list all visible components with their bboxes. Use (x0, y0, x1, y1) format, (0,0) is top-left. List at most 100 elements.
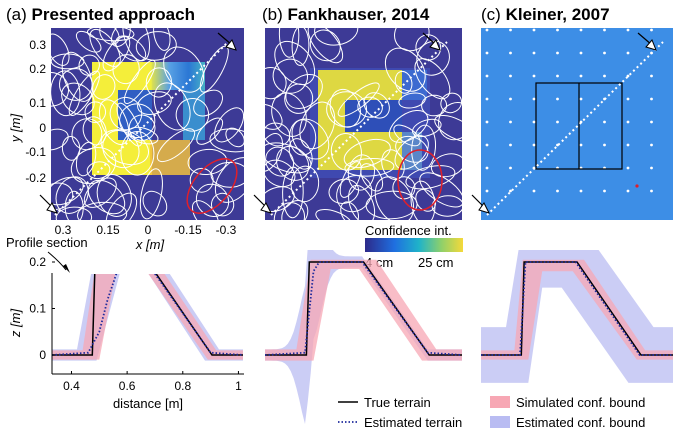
grid-dot (485, 166, 489, 170)
map-a-xtick: 0.3 (55, 223, 72, 237)
grid-dot (603, 120, 606, 124)
grid-dot (579, 189, 583, 193)
uncertainty-ellipse (343, 138, 391, 169)
uncertainty-ellipse (265, 146, 295, 177)
legend-estimated: Estimated terrain (364, 415, 462, 430)
colorbar-title: Confidence int. (365, 223, 452, 238)
grid-dot (509, 74, 512, 78)
uncertainty-ellipse (96, 174, 132, 217)
uncertainty-ellipse (86, 28, 135, 42)
uncertainty-ellipse (99, 28, 120, 45)
grid-dot (603, 51, 606, 55)
grid-dot (532, 97, 536, 101)
uncertainty-ellipse (195, 183, 230, 218)
uncertainty-ellipse (307, 28, 344, 64)
grid-dot (626, 97, 630, 101)
profile-ylabel: z [m] (8, 309, 23, 339)
uncertainty-ellipse (142, 190, 168, 217)
profile-ytick: 0.1 (29, 302, 46, 316)
estimated-terrain-line (481, 261, 673, 356)
arrow-end-b (429, 39, 441, 51)
uncertainty-ellipse (336, 175, 373, 213)
uncertainty-ellipse (193, 89, 224, 117)
uncertainty-ellipse (111, 28, 131, 47)
map-c (471, 28, 673, 220)
uncertainty-ellipse (411, 124, 437, 171)
grid-dot (626, 166, 630, 170)
profile-pointer (47, 251, 67, 271)
uncertainty-ellipse (75, 30, 102, 53)
estimated-conf-band (265, 250, 462, 424)
uncertainty-ellipse (191, 200, 220, 220)
uncertainty-ellipse (51, 128, 69, 151)
profile-line-c (486, 41, 664, 216)
red-point-c (635, 184, 639, 188)
grid-dot (603, 74, 606, 78)
grid-dot (626, 120, 630, 124)
grid-dot (532, 74, 536, 78)
map-a-ytick: -0.2 (25, 171, 46, 185)
map-a-xtick: 0 (145, 223, 152, 237)
legend-simulated-swatch (490, 396, 510, 408)
uncertainty-ellipse (225, 127, 244, 148)
uncertainty-ellipse (421, 94, 448, 117)
profile-line-a (54, 41, 229, 216)
uncertainty-ellipse (175, 98, 210, 132)
grid-dot (650, 28, 653, 32)
map-a-ytick: 0.3 (29, 38, 46, 52)
map-a (39, 28, 244, 220)
map-a-x-ticks: 0.3 0.15 0 -0.15 -0.3 (55, 223, 237, 237)
red-ellipse-b (397, 149, 443, 211)
profile-section-label: Profile section (6, 235, 88, 250)
grid-dot (509, 51, 512, 55)
grid-dot (532, 51, 536, 55)
uncertainty-ellipse (55, 176, 89, 214)
uncertainty-ellipse (265, 66, 287, 100)
grid-dot (626, 51, 630, 55)
grid-dot (579, 97, 583, 101)
grid-dot (509, 166, 512, 170)
grid-dot (556, 74, 559, 78)
grid-dot (485, 189, 489, 193)
simulated-conf-band (52, 274, 243, 360)
profile-xtick: 0.8 (174, 379, 191, 393)
grid-dot (509, 189, 512, 193)
uncertainty-ellipse (393, 124, 421, 147)
uncertainty-ellipse (59, 68, 93, 101)
uncertainty-ellipse (326, 91, 368, 128)
uncertainty-ellipse (288, 119, 317, 156)
uncertainty-ellipse (309, 29, 341, 62)
grid-dot (485, 51, 489, 55)
grid-dot (603, 28, 606, 32)
grid-dot (626, 28, 630, 32)
uncertainty-ellipse (357, 96, 383, 118)
uncertainty-ellipse (419, 172, 462, 208)
uncertainty-ellipse (416, 40, 450, 76)
uncertainty-ellipse (360, 163, 384, 192)
grid-dot (509, 143, 512, 147)
profile-line-b (270, 41, 448, 216)
panel-title-c: (c) Kleiner, 2007 (481, 5, 610, 24)
uncertainty-ellipse (92, 74, 116, 100)
profile-a-axes: 0 0.1 0.2 0.4 0.6 0.8 1 (29, 255, 244, 393)
simulated-conf-band (265, 259, 462, 361)
map-a-xlabel: x [m] (135, 237, 165, 252)
uncertainty-ellipse (384, 47, 426, 92)
colorbar-max: 25 cm (418, 255, 453, 270)
grid-dot (509, 120, 512, 124)
profile-xlabel: distance [m] (113, 396, 183, 411)
grid-dot (532, 28, 536, 32)
profile-plot-b (265, 250, 462, 424)
grid-dot (556, 189, 559, 193)
estimated-terrain-line (52, 274, 243, 356)
grid-dot (650, 97, 653, 101)
uncertainty-ellipse (344, 158, 395, 177)
legend-simulated: Simulated conf. bound (516, 395, 645, 410)
arrow-end-a (225, 39, 237, 51)
uncertainty-ellipse (394, 28, 430, 52)
uncertainty-ellipse (278, 28, 300, 58)
uncertainty-ellipse (291, 28, 310, 66)
map-a-ylabel: y [m] (8, 114, 23, 144)
arrow-start-a (46, 202, 58, 214)
